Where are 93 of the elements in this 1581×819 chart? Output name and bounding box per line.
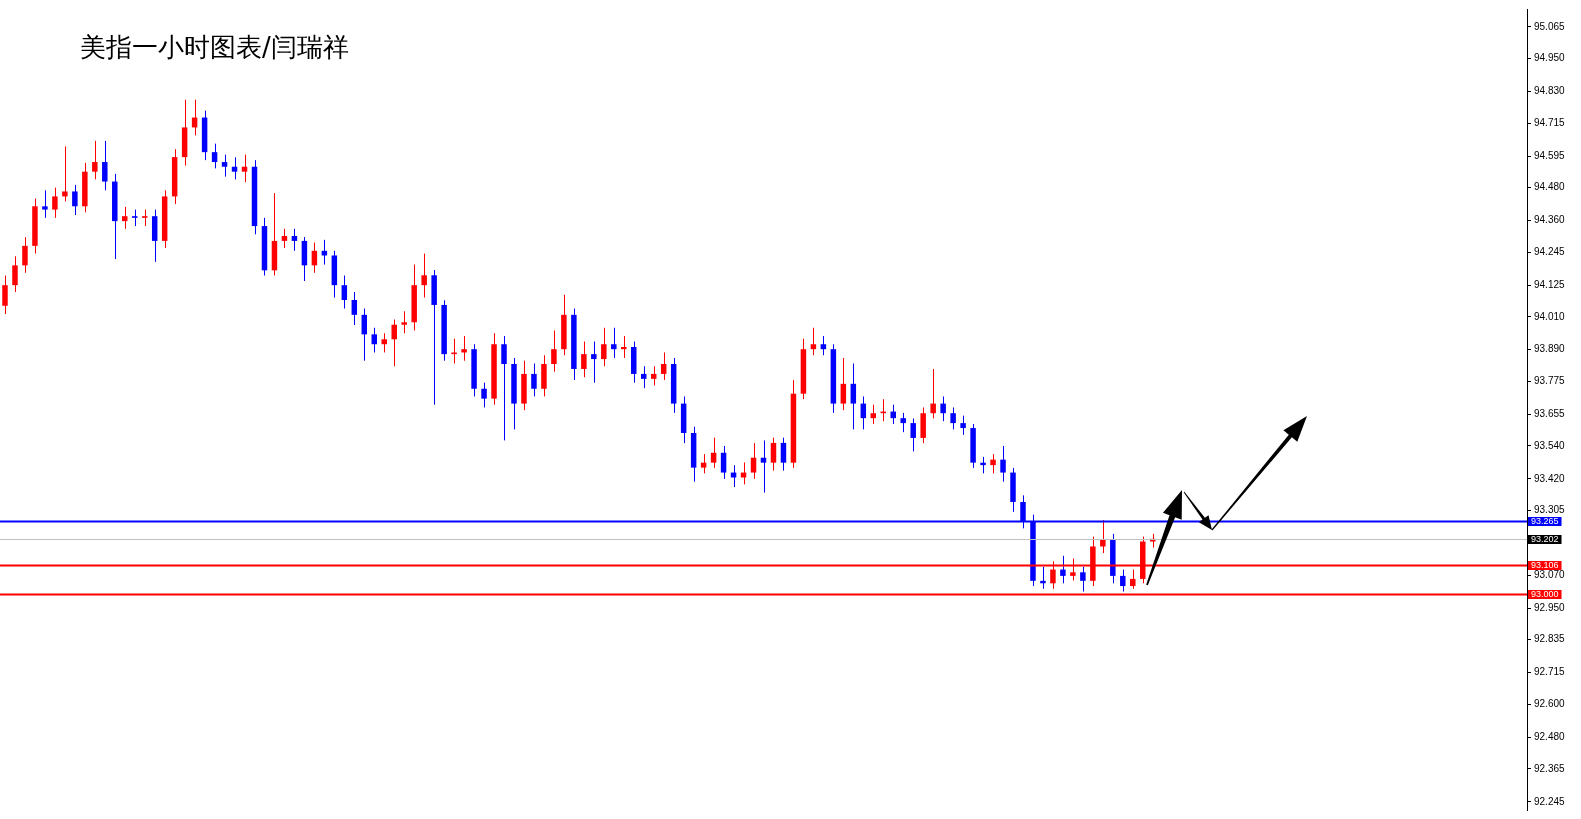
y-tick-label: 94.480: [1534, 181, 1566, 193]
candlestick: [42, 189, 48, 219]
y-tick-label: 92.950: [1534, 601, 1566, 613]
y-tick-label: 95.065: [1534, 20, 1566, 32]
candlestick: [660, 351, 667, 381]
candlestick: [211, 143, 218, 169]
candlestick: [611, 327, 617, 359]
y-tick-label: 94.245: [1534, 245, 1566, 257]
candlestick: [760, 439, 767, 494]
candlestick: [2, 275, 8, 315]
candlestick: [221, 154, 228, 178]
candlestick: [62, 145, 68, 202]
candlestick: [910, 417, 916, 452]
candlestick: [940, 395, 946, 422]
candlestick: [870, 404, 877, 425]
candlestick: [780, 437, 787, 472]
y-tick-label: 93.655: [1534, 408, 1566, 420]
ref-line-label: 93.202: [1531, 533, 1559, 544]
candlestick: [730, 464, 737, 488]
candlestick: [551, 330, 557, 373]
y-tick-label: 94.715: [1534, 116, 1566, 128]
candlestick: [22, 236, 28, 274]
candlestick: [351, 291, 358, 326]
candlestick: [700, 453, 707, 474]
candlestick: [810, 327, 817, 356]
candlestick: [281, 228, 288, 249]
ref-line-label: 93.106: [1531, 559, 1559, 570]
candlestick: [401, 310, 407, 334]
candlestick: [1120, 569, 1126, 593]
candlestick: [92, 140, 98, 180]
candlestick: [12, 255, 18, 293]
candlestick: [1000, 445, 1006, 483]
candlestick: [1100, 519, 1106, 554]
candlestick: [52, 187, 58, 219]
y-tick-label: 93.540: [1534, 439, 1566, 451]
candlestick: [461, 335, 467, 362]
candlestick: [750, 442, 757, 480]
candlestick: [1060, 555, 1066, 584]
ref-line-label: 93.265: [1531, 515, 1559, 526]
y-tick-label: 92.715: [1534, 666, 1566, 678]
candlestick: [960, 415, 966, 436]
candlestick: [720, 445, 727, 480]
candlestick: [451, 338, 457, 364]
candlestick: [291, 228, 298, 252]
candlestick: [950, 406, 956, 430]
candlestick: [122, 206, 128, 230]
candlestick: [621, 335, 627, 359]
candlestick: [1080, 566, 1086, 593]
y-tick-label: 93.070: [1534, 568, 1566, 580]
candlestick: [930, 368, 936, 419]
y-tick-label: 94.010: [1534, 310, 1566, 322]
y-tick-label: 92.480: [1534, 730, 1566, 742]
y-tick-label: 94.360: [1534, 214, 1566, 226]
candlestick: [1130, 569, 1136, 590]
candlestick: [421, 253, 427, 299]
candlestick: [900, 412, 906, 433]
candlestick: [820, 335, 827, 356]
y-tick-label: 93.420: [1534, 472, 1566, 484]
candlestick: [391, 319, 397, 367]
candlestick: [501, 335, 507, 441]
text: 美指一小时图表/闫瑞祥: [80, 31, 349, 64]
candlestick: [840, 357, 847, 411]
y-tick-label: 93.775: [1534, 375, 1566, 387]
y-tick-label: 93.305: [1534, 504, 1566, 516]
candlestick: [770, 437, 777, 472]
candlestick: [650, 365, 657, 386]
ref-line-label: 93.000: [1531, 588, 1559, 599]
candlestick: [740, 461, 747, 485]
candlestick: [481, 382, 487, 408]
y-tick-label: 92.245: [1534, 795, 1566, 807]
y-tick-label: 94.830: [1534, 85, 1566, 97]
y-tick-label: 92.600: [1534, 697, 1566, 709]
candlestick: [710, 437, 717, 469]
candlestick: [531, 362, 537, 397]
y-tick-label: 92.365: [1534, 762, 1566, 774]
candlestick: [231, 156, 238, 180]
candlestick: [591, 340, 597, 384]
candlestick: [581, 340, 587, 378]
y-tick-label: 94.950: [1534, 52, 1566, 64]
y-tick-label: 93.890: [1534, 343, 1566, 355]
y-tick-label: 94.595: [1534, 149, 1566, 161]
candlestick: [102, 140, 108, 191]
candlestick: [72, 184, 78, 216]
candlestick: [640, 365, 647, 389]
candlestick: [381, 332, 387, 353]
candlestick: [371, 327, 378, 353]
candlestick: [341, 275, 348, 310]
y-tick-label: 94.125: [1534, 278, 1566, 290]
y-tick-label: 92.835: [1534, 633, 1566, 645]
candlestick: [990, 453, 996, 474]
candlestick: [601, 327, 607, 367]
candlestick: [241, 154, 248, 183]
candlestick: [850, 362, 857, 430]
